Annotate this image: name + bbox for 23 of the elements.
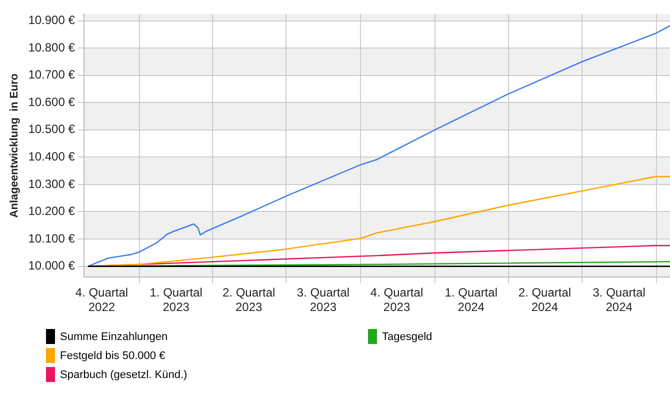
legend-label: Festgeld bis 50.000 € xyxy=(60,350,166,362)
x-tick-label: 1. Quartal 2023 xyxy=(150,286,202,314)
legend-label: Summe Einzahlungen xyxy=(60,330,168,342)
y-tick-label: 10.900 € xyxy=(28,13,76,28)
y-tick-label: 10.500 € xyxy=(28,122,76,136)
y-axis-title: Anlageentwicklung in Euro xyxy=(8,73,21,218)
y-tick-label: 10.400 € xyxy=(28,150,76,164)
y-tick-label: 10.600 € xyxy=(28,94,76,109)
y-tick-label: 10.000 € xyxy=(28,258,76,273)
y-tick-label: 10.700 € xyxy=(28,68,76,82)
x-tick-label: 4. Quartal 2022 xyxy=(75,286,128,314)
legend-label: Tagesgeld xyxy=(382,330,432,342)
x-tick-label: 2. Quartal 2023 xyxy=(222,286,276,314)
y-tick-label: 10.200 € xyxy=(28,204,76,218)
x-tick-label: 3. Quartal 2023 xyxy=(296,286,350,314)
y-tick-label: 10.300 € xyxy=(28,176,76,191)
y-tick-label: 10.800 € xyxy=(28,40,76,54)
x-tick-label: 2. Quartal 2024 xyxy=(518,286,572,314)
x-tick-label: 4. Quartal 2023 xyxy=(370,286,424,314)
x-tick-label: 1. Quartal 2024 xyxy=(444,286,498,314)
y-tick-label: 10.100 € xyxy=(28,231,76,246)
legend-label: Sparbuch (gesetzl. Künd.) xyxy=(60,368,188,380)
x-tick-label: 3. Quartal 2024 xyxy=(592,286,646,314)
